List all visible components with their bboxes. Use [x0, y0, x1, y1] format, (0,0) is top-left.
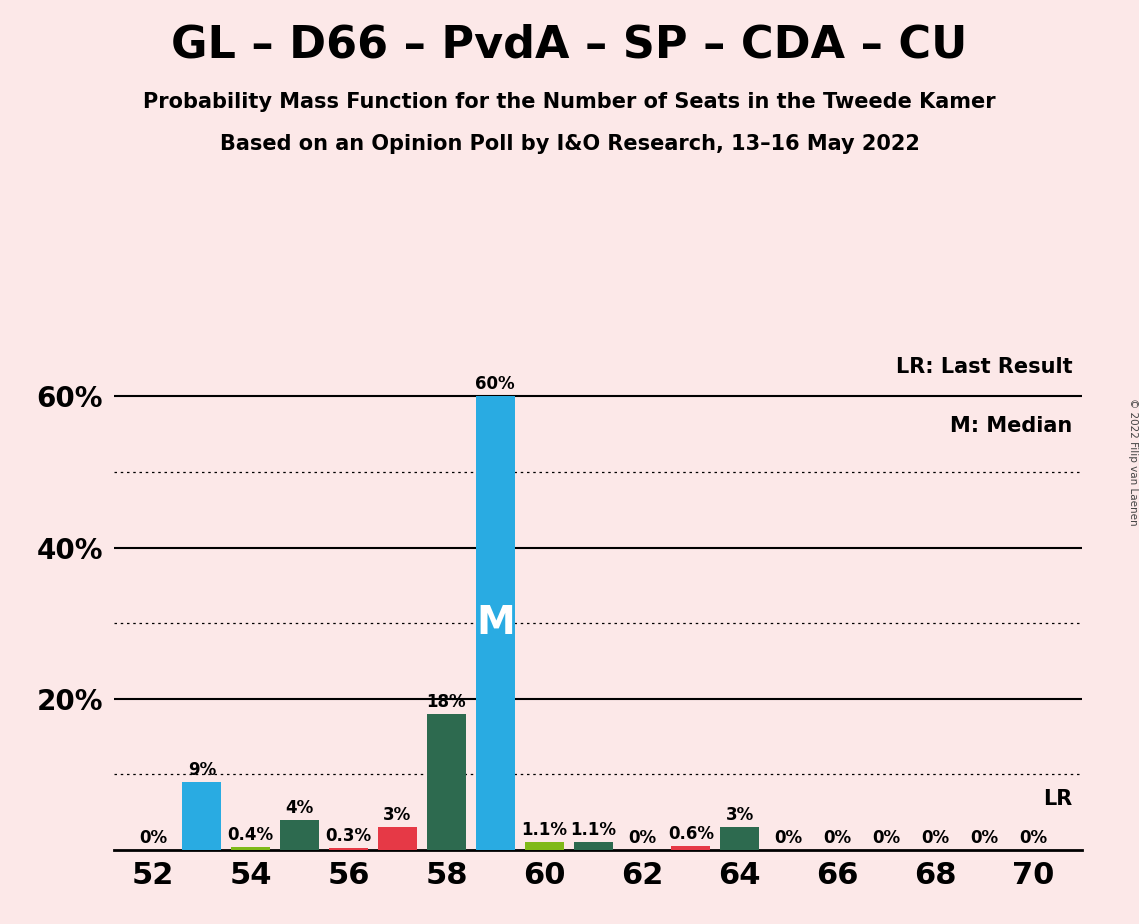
Text: 0%: 0%	[139, 829, 167, 847]
Bar	[329, 848, 368, 850]
Text: 0%: 0%	[921, 829, 950, 847]
Text: 3%: 3%	[384, 807, 411, 824]
Text: 0%: 0%	[1019, 829, 1047, 847]
Text: 0%: 0%	[970, 829, 998, 847]
Text: 0.3%: 0.3%	[326, 827, 371, 845]
Text: 3%: 3%	[726, 807, 754, 824]
Text: M: Median: M: Median	[950, 417, 1073, 436]
Text: Based on an Opinion Poll by I&O Research, 13–16 May 2022: Based on an Opinion Poll by I&O Research…	[220, 134, 919, 154]
Bar	[231, 847, 270, 850]
Text: 60%: 60%	[475, 375, 515, 394]
Text: 1.1%: 1.1%	[571, 821, 616, 839]
Text: M: M	[476, 604, 515, 642]
Text: 18%: 18%	[427, 693, 466, 711]
Text: LR: Last Result: LR: Last Result	[895, 357, 1073, 376]
Text: LR: LR	[1043, 789, 1073, 809]
Text: 0%: 0%	[628, 829, 656, 847]
Text: 1.1%: 1.1%	[522, 821, 567, 839]
Text: © 2022 Filip van Laenen: © 2022 Filip van Laenen	[1129, 398, 1138, 526]
Bar	[182, 782, 221, 850]
Text: 0%: 0%	[823, 829, 852, 847]
Text: 9%: 9%	[188, 761, 216, 779]
Text: 0.4%: 0.4%	[228, 826, 273, 844]
Bar	[378, 827, 417, 850]
Bar	[671, 845, 711, 850]
Text: 4%: 4%	[286, 799, 314, 817]
Text: 0.6%: 0.6%	[667, 824, 714, 843]
Bar	[525, 842, 564, 850]
Bar	[476, 396, 515, 850]
Text: Probability Mass Function for the Number of Seats in the Tweede Kamer: Probability Mass Function for the Number…	[144, 92, 995, 113]
Text: GL – D66 – PvdA – SP – CDA – CU: GL – D66 – PvdA – SP – CDA – CU	[171, 23, 968, 67]
Bar	[280, 820, 319, 850]
Bar	[427, 714, 466, 850]
Bar	[720, 827, 760, 850]
Bar	[574, 842, 613, 850]
Text: 0%: 0%	[872, 829, 901, 847]
Text: 0%: 0%	[775, 829, 803, 847]
